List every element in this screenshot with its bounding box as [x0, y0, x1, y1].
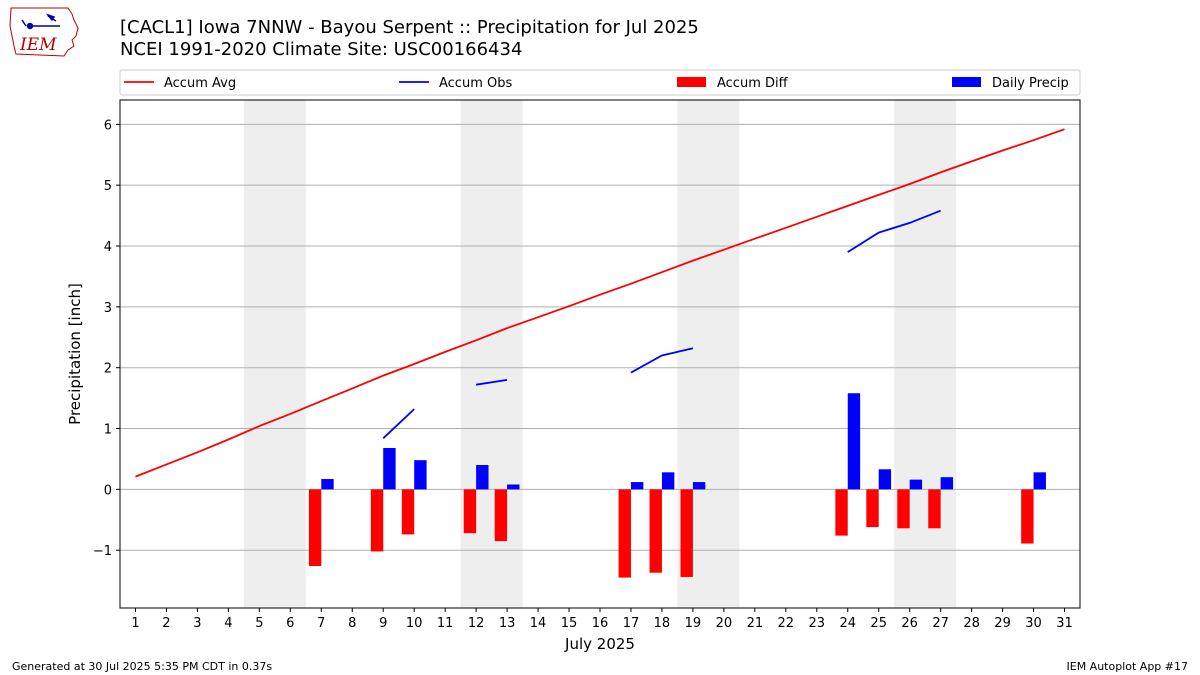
weekend-shading	[243, 100, 957, 608]
iem-logo: IEM	[9, 7, 79, 57]
bar-daily-precip	[630, 482, 644, 490]
x-tick-label: 29	[994, 616, 1011, 631]
bar-accum-diff	[866, 489, 879, 528]
bar-accum-diff	[897, 489, 910, 529]
bar-accum-diff	[463, 489, 477, 534]
x-tick-label: 24	[839, 616, 856, 631]
x-tick-label: 21	[747, 616, 764, 631]
legend-label: Accum Diff	[717, 76, 789, 91]
x-axis-label: July 2025	[564, 635, 635, 653]
x-tick-label: 12	[468, 616, 485, 631]
bar-accum-diff	[494, 489, 508, 542]
bar-accum-diff	[401, 489, 415, 535]
bar-daily-precip	[414, 460, 427, 490]
legend: Accum Avg Accum Obs Accum Diff Daily Precip	[119, 69, 1081, 96]
logo-text: IEM	[19, 35, 57, 55]
y-tick-label: 2	[104, 362, 112, 377]
x-tick-label: 31	[1056, 616, 1073, 631]
bar-accum-diff	[618, 489, 631, 578]
x-tick-label: 30	[1025, 616, 1042, 631]
generated-timestamp: Generated at 30 Jul 2025 5:35 PM CDT in …	[12, 660, 273, 673]
bar-daily-precip	[1033, 472, 1046, 490]
line-accum-obs	[630, 347, 694, 374]
x-tick-label: 6	[286, 616, 294, 631]
app-credit: IEM Autoplot App #17	[1066, 660, 1189, 673]
legend-label: Daily Precip	[992, 76, 1069, 91]
bar-daily-precip	[940, 477, 954, 490]
y-tick-label: 0	[104, 483, 112, 498]
grid-lines	[120, 123, 1080, 551]
legend-swatch	[952, 77, 981, 87]
x-tick-label: 27	[932, 616, 949, 631]
x-tick-label: 1	[131, 616, 139, 631]
y-tick-label: 1	[104, 423, 112, 438]
chart-subtitle: NCEI 1991-2020 Climate Site: USC00166434	[120, 39, 523, 60]
x-tick-label: 15	[561, 616, 578, 631]
x-tick-label: 5	[255, 616, 263, 631]
legend-label: Accum Obs	[439, 76, 512, 91]
x-tick-label: 23	[809, 616, 826, 631]
series-lines	[135, 128, 1065, 478]
bar-accum-diff	[680, 489, 693, 577]
bar-daily-precip	[321, 479, 334, 490]
bar-daily-precip	[909, 479, 923, 490]
bar-accum-diff	[835, 489, 848, 536]
y-tick-label: 3	[104, 301, 112, 316]
x-tick-label: 4	[224, 616, 232, 631]
x-tick-label: 26	[901, 616, 918, 631]
y-axis-label: Precipitation [inch]	[66, 283, 84, 425]
weekend-band	[894, 100, 957, 608]
line-accum-obs	[382, 408, 415, 439]
bar-daily-precip	[661, 472, 675, 490]
x-tick-label: 20	[716, 616, 733, 631]
x-tick-label: 13	[499, 616, 516, 631]
chart-title: [CACL1] Iowa 7NNW - Bayou Serpent :: Pre…	[120, 17, 699, 38]
bar-accum-diff	[928, 489, 941, 529]
legend-swatch	[677, 77, 706, 87]
bar-accum-diff	[649, 489, 662, 573]
x-tick-label: 3	[193, 616, 201, 631]
bar-daily-precip	[476, 465, 489, 490]
x-tick-label: 8	[348, 616, 356, 631]
x-tick-label: 17	[623, 616, 640, 631]
y-tick-label: −1	[93, 544, 112, 559]
iowa-state-outline	[9, 7, 79, 57]
x-tick-label: 25	[870, 616, 887, 631]
line-accum-avg	[135, 128, 1065, 478]
x-tick-label: 19	[685, 616, 702, 631]
bar-daily-precip	[383, 447, 396, 490]
x-tick-label: 11	[437, 616, 454, 631]
weekend-band	[243, 100, 306, 608]
bar-accum-diff	[1021, 489, 1034, 544]
legend-box	[119, 69, 1081, 96]
bar-daily-precip	[847, 393, 861, 490]
bar-accum-diff	[308, 489, 322, 567]
x-tick-label: 14	[530, 616, 547, 631]
y-tick-label: 6	[104, 118, 112, 133]
bars	[308, 393, 1046, 578]
weather-station-icon	[21, 13, 60, 30]
y-tick-label: 5	[104, 179, 112, 194]
x-tick-label: 16	[592, 616, 609, 631]
legend-label: Accum Avg	[164, 76, 236, 91]
x-tick-label: 2	[162, 616, 170, 631]
x-tick-label: 10	[406, 616, 423, 631]
x-tick-label: 28	[963, 616, 980, 631]
x-tick-label: 7	[317, 616, 325, 631]
x-tick-label: 22	[778, 616, 795, 631]
bar-daily-precip	[507, 484, 520, 490]
y-tick-label: 4	[104, 240, 112, 255]
bar-daily-precip	[878, 469, 892, 490]
x-tick-label: 9	[379, 616, 387, 631]
line-accum-obs	[847, 209, 941, 253]
bar-daily-precip	[692, 482, 706, 490]
line-accum-obs	[475, 379, 508, 386]
x-tick-label: 18	[654, 616, 671, 631]
bar-accum-diff	[370, 489, 384, 552]
